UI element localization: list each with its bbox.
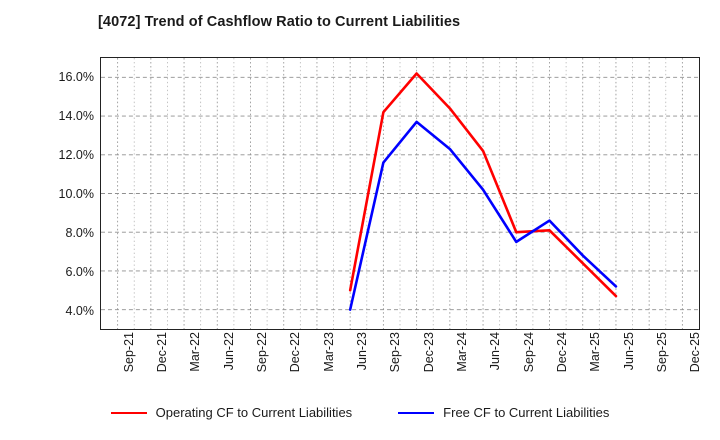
x-tick-label: Jun-24 <box>488 332 503 371</box>
gridlines <box>101 58 699 329</box>
legend-line-icon <box>398 411 435 414</box>
x-tick-label: Mar-25 <box>588 332 603 372</box>
x-tick-label: Jun-22 <box>221 332 236 371</box>
chart-legend: Operating CF to Current Liabilities Free … <box>0 405 720 420</box>
legend-label: Operating CF to Current Liabilities <box>155 405 353 420</box>
y-tick-label: 8.0% <box>65 225 95 240</box>
x-axis-labels: Sep-21 Dec-21 Mar-22 Jun-22 Sep-22 Dec-22 Mar-… <box>100 332 703 394</box>
series-lines <box>348 72 618 311</box>
x-tick-label: Dec-22 <box>288 332 303 373</box>
x-tick-label: Dec-23 <box>421 332 436 373</box>
x-tick-label: Mar-22 <box>188 332 203 372</box>
y-tick-label: 4.0% <box>65 303 95 318</box>
x-tick-label: Jun-25 <box>621 332 636 371</box>
x-tick-label: Jun-23 <box>355 332 369 371</box>
legend-line-icon <box>110 411 147 414</box>
y-tick-label: 10.0% <box>58 186 94 201</box>
y-tick-label: 14.0% <box>58 108 94 123</box>
y-tick-label: 6.0% <box>65 264 95 279</box>
x-tick-label: Sep-21 <box>121 332 136 373</box>
x-tick-label: Dec-24 <box>555 332 569 373</box>
page-title: [4072] Trend of Cashflow Ratio to Curren… <box>98 14 461 30</box>
x-tick-label: Sep-22 <box>255 332 269 373</box>
y-tick-label: 16.0% <box>58 69 94 84</box>
legend-item[interactable]: Free CF to Current Liabilities <box>398 405 609 420</box>
x-tick-label: Mar-23 <box>321 332 336 372</box>
plot-area <box>100 57 700 330</box>
x-tick-label: Sep-25 <box>655 332 669 373</box>
x-tick-label: Dec-25 <box>688 332 703 373</box>
x-tick-label: Mar-24 <box>455 332 469 372</box>
series-line <box>348 72 618 298</box>
series-line <box>348 120 618 311</box>
x-tick-label: Sep-24 <box>521 332 536 373</box>
legend-label: Free CF to Current Liabilities <box>443 405 610 420</box>
y-axis-labels: 4.0% 6.0% 8.0% 10.0% 12.0% 14.0% 16.0% <box>32 57 94 330</box>
x-tick-label: Dec-21 <box>155 332 169 373</box>
legend-item[interactable]: Operating CF to Current Liabilities <box>110 405 353 420</box>
x-tick-label: Sep-23 <box>388 332 403 373</box>
y-tick-label: 12.0% <box>58 147 94 162</box>
